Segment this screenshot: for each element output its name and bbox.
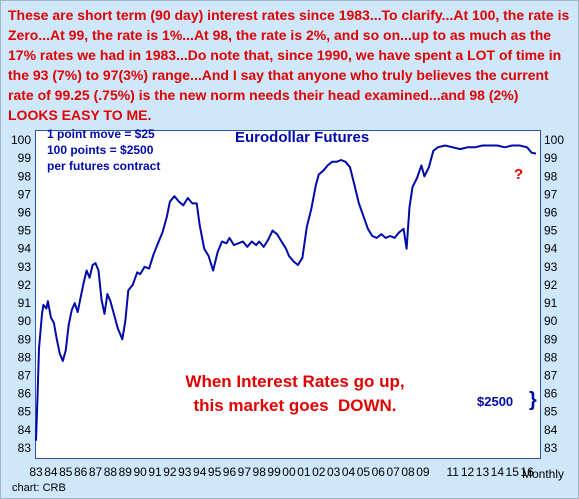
x-tick-label: 90 <box>133 465 147 479</box>
y-tick-label-right: 93 <box>544 260 558 274</box>
y-tick-label-right: 94 <box>544 242 558 256</box>
y-tick-label-left: 91 <box>18 296 32 310</box>
y-tick-label-right: 88 <box>544 350 558 364</box>
x-tick-label: 93 <box>178 465 192 479</box>
y-tick-label-left: 86 <box>18 387 32 401</box>
y-tick-label-right: 91 <box>544 296 558 310</box>
y-tick-label-left: 84 <box>18 423 32 437</box>
x-tick-label: 88 <box>104 465 118 479</box>
x-tick-label: 94 <box>193 465 207 479</box>
x-tick-label: 83 <box>29 465 43 479</box>
brace-icon: } <box>529 389 537 411</box>
plot-area <box>35 130 541 459</box>
x-tick-label: 91 <box>148 465 162 479</box>
y-tick-label-right: 86 <box>544 387 558 401</box>
y-tick-label-left: 100 <box>11 133 31 147</box>
frequency-label: Monthly <box>522 467 565 481</box>
y-tick-label-left: 93 <box>18 260 32 274</box>
y-tick-label-right: 99 <box>544 151 558 165</box>
y-tick-label-right: 98 <box>544 169 558 183</box>
x-tick-label: 95 <box>208 465 222 479</box>
source-label: chart: CRB <box>12 482 66 494</box>
y-tick-label-right: 85 <box>544 405 558 419</box>
rates-annotation: When Interest Rates go up, this market g… <box>185 372 405 415</box>
x-tick-label: 11 <box>446 465 459 479</box>
x-tick-label: 12 <box>461 465 475 479</box>
explanatory-note: These are short term (90 day) interest r… <box>8 7 574 123</box>
x-tick-label: 13 <box>476 465 490 479</box>
y-tick-label-left: 99 <box>18 151 32 165</box>
x-tick-label: 16 <box>520 465 534 479</box>
y-tick-label-left: 87 <box>18 369 32 383</box>
y-tick-label-left: 85 <box>18 405 32 419</box>
y-tick-label-left: 90 <box>18 314 32 328</box>
x-tick-label: 14 <box>491 465 505 479</box>
x-tick-label: 99 <box>267 465 281 479</box>
y-tick-label-left: 95 <box>18 224 32 238</box>
x-tick-label: 09 <box>416 465 430 479</box>
y-tick-label-right: 90 <box>544 314 558 328</box>
x-tick-label: 03 <box>327 465 341 479</box>
x-tick-label: 96 <box>223 465 237 479</box>
y-tick-label-right: 83 <box>544 441 558 455</box>
y-tick-label-left: 98 <box>18 169 32 183</box>
question-mark: ? <box>514 166 524 183</box>
y-tick-label-left: 97 <box>18 187 32 201</box>
y-tick-label-left: 83 <box>18 441 32 455</box>
x-tick-label: 98 <box>253 465 267 479</box>
x-tick-label: 08 <box>401 465 415 479</box>
series-line <box>35 144 537 441</box>
x-tick-label: 01 <box>297 465 311 479</box>
x-tick-label: 97 <box>238 465 252 479</box>
y-tick-label-right: 87 <box>544 369 558 383</box>
y-tick-label-right: 96 <box>544 206 558 220</box>
x-tick-label: 04 <box>342 465 356 479</box>
x-tick-label: 02 <box>312 465 326 479</box>
y-tick-label-right: 95 <box>544 224 558 238</box>
dollar-amount-label: $2500 <box>477 394 514 409</box>
y-tick-label-right: 92 <box>544 278 558 292</box>
y-tick-label-left: 92 <box>18 278 32 292</box>
x-tick-label: 07 <box>386 465 400 479</box>
x-tick-label: 89 <box>119 465 133 479</box>
x-tick-label: 06 <box>372 465 386 479</box>
x-tick-label: 84 <box>44 465 58 479</box>
x-tick-label: 92 <box>163 465 177 479</box>
x-tick-label: 00 <box>282 465 296 479</box>
y-tick-label-right: 97 <box>544 187 558 201</box>
x-tick-label: 86 <box>74 465 88 479</box>
y-tick-label-left: 96 <box>18 206 32 220</box>
x-tick-label: 15 <box>506 465 520 479</box>
x-tick-label: 87 <box>89 465 103 479</box>
y-tick-label-left: 88 <box>18 350 32 364</box>
y-tick-label-left: 94 <box>18 242 32 256</box>
y-tick-label-right: 100 <box>544 133 564 147</box>
contract-value-note: 1 point move = $25 100 points = $2500 pe… <box>47 127 161 173</box>
y-tick-label-right: 89 <box>544 332 558 346</box>
y-tick-label-left: 89 <box>18 332 32 346</box>
chart-title: Eurodollar Futures <box>235 129 370 146</box>
y-tick-label-right: 84 <box>544 423 558 437</box>
x-tick-label: 85 <box>59 465 73 479</box>
x-tick-label: 05 <box>357 465 371 479</box>
